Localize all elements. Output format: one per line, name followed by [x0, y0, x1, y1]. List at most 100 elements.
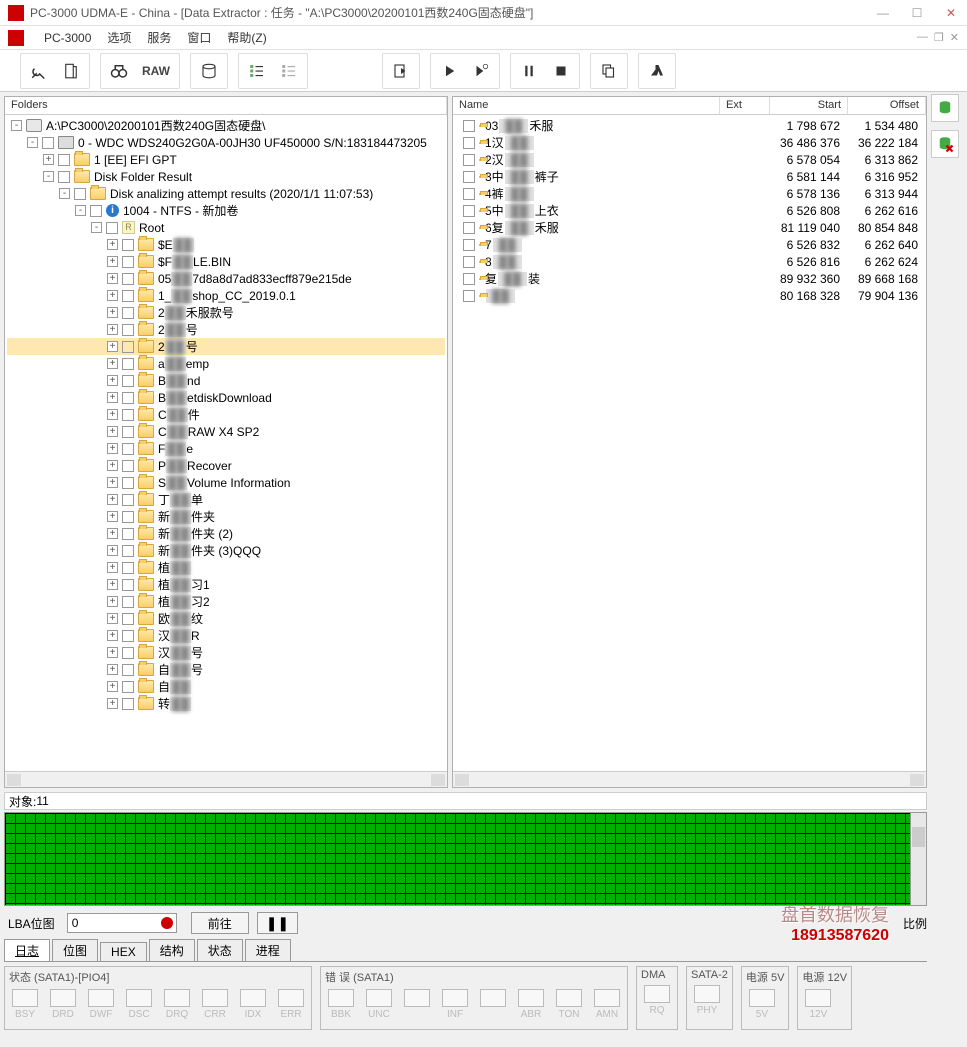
tree-row[interactable]: +转██: [7, 695, 445, 712]
tree-expander[interactable]: +: [107, 630, 118, 641]
list-remove-icon[interactable]: [273, 56, 305, 86]
tree-row[interactable]: -0 - WDC WDS240G2G0A-00JH30 UF450000 S/N…: [7, 134, 445, 151]
list-row[interactable]: 3中██裤子6 581 1446 316 952: [455, 168, 924, 185]
tree-row[interactable]: +丁██单: [7, 491, 445, 508]
tree-row[interactable]: +a██emp: [7, 355, 445, 372]
tab-bitmap[interactable]: 位图: [52, 939, 98, 961]
tree-checkbox[interactable]: [122, 460, 134, 472]
tree-row[interactable]: -A:\PC3000\20200101西数240G固态硬盘\: [7, 117, 445, 134]
tree-expander[interactable]: +: [107, 375, 118, 386]
tree-expander[interactable]: +: [107, 579, 118, 590]
tree-expander[interactable]: +: [107, 409, 118, 420]
db-green-icon[interactable]: [931, 94, 959, 122]
tools-icon[interactable]: [23, 56, 55, 86]
tree-expander[interactable]: +: [107, 596, 118, 607]
tree-row[interactable]: +P██Recover: [7, 457, 445, 474]
pause-icon[interactable]: [513, 56, 545, 86]
tree-checkbox[interactable]: [122, 307, 134, 319]
tab-struct[interactable]: 结构: [149, 939, 195, 961]
tree-checkbox[interactable]: [122, 613, 134, 625]
tree-checkbox[interactable]: [58, 154, 70, 166]
tree-expander[interactable]: +: [107, 392, 118, 403]
tree-expander[interactable]: +: [107, 460, 118, 471]
tree-expander[interactable]: +: [107, 511, 118, 522]
tree-row[interactable]: +汉██号: [7, 644, 445, 661]
tree-expander[interactable]: +: [107, 477, 118, 488]
list-checkbox[interactable]: [463, 256, 475, 268]
script-icon[interactable]: [55, 56, 87, 86]
tree-row[interactable]: +B██nd: [7, 372, 445, 389]
tree-checkbox[interactable]: [122, 579, 134, 591]
tree-checkbox[interactable]: [122, 562, 134, 574]
tree-row[interactable]: -i1004 - NTFS - 新加卷: [7, 202, 445, 219]
tree-row[interactable]: +新██件夹 (3)QQQ: [7, 542, 445, 559]
tree-row[interactable]: -Disk Folder Result: [7, 168, 445, 185]
tree-expander[interactable]: +: [107, 273, 118, 284]
col-name[interactable]: Name: [453, 97, 720, 114]
lba-pause-button[interactable]: ❚❚: [257, 912, 298, 934]
list-row[interactable]: 1汉██36 486 37636 222 184: [455, 134, 924, 151]
list-row[interactable]: 5中██上衣6 526 8086 262 616: [455, 202, 924, 219]
tree-row[interactable]: +1_██shop_CC_2019.0.1: [7, 287, 445, 304]
tree-checkbox[interactable]: [122, 375, 134, 387]
tree-row[interactable]: +$E██: [7, 236, 445, 253]
tree-checkbox[interactable]: [90, 205, 102, 217]
tree-expander[interactable]: +: [107, 290, 118, 301]
tree-expander[interactable]: +: [107, 341, 118, 352]
play-icon[interactable]: [433, 56, 465, 86]
col-offset[interactable]: Offset: [848, 97, 926, 114]
tree-expander[interactable]: +: [107, 681, 118, 692]
maximize-button[interactable]: ☐: [909, 6, 925, 20]
binoculars-icon[interactable]: [103, 56, 135, 86]
tree-expander[interactable]: -: [11, 120, 22, 131]
tree-row[interactable]: +F██e: [7, 440, 445, 457]
mdi-minimize-icon[interactable]: —: [917, 31, 928, 44]
tree-row[interactable]: +新██件夹 (2): [7, 525, 445, 542]
tree-expander[interactable]: +: [107, 613, 118, 624]
tab-log[interactable]: 日志: [4, 939, 50, 961]
tree-expander[interactable]: +: [107, 494, 118, 505]
tree-row[interactable]: +欧██纹: [7, 610, 445, 627]
tree-checkbox[interactable]: [42, 137, 54, 149]
folder-tree[interactable]: -A:\PC3000\20200101西数240G固态硬盘\-0 - WDC W…: [5, 115, 447, 771]
tree-row[interactable]: +2██号: [7, 338, 445, 355]
tree-checkbox[interactable]: [74, 188, 86, 200]
tree-row[interactable]: +$F██LE.BIN: [7, 253, 445, 270]
list-checkbox[interactable]: [463, 188, 475, 200]
tree-row[interactable]: +植██习2: [7, 593, 445, 610]
tree-row[interactable]: +自██: [7, 678, 445, 695]
tree-expander[interactable]: +: [107, 443, 118, 454]
tree-checkbox[interactable]: [122, 596, 134, 608]
tree-row[interactable]: +自██号: [7, 661, 445, 678]
tree-expander[interactable]: +: [107, 698, 118, 709]
col-ext[interactable]: Ext: [720, 97, 770, 114]
tree-row[interactable]: +1 [EE] EFI GPT: [7, 151, 445, 168]
list-add-icon[interactable]: [241, 56, 273, 86]
list-scrollbar[interactable]: [453, 771, 926, 787]
tree-scrollbar[interactable]: [5, 771, 447, 787]
tree-expander[interactable]: +: [107, 239, 118, 250]
bitmap-grid[interactable]: [5, 813, 910, 905]
tree-expander[interactable]: +: [107, 562, 118, 573]
go-button[interactable]: 前往: [191, 912, 249, 934]
list-row[interactable]: 复██装89 932 36089 668 168: [455, 270, 924, 287]
tree-row[interactable]: +05██7d8a8d7ad833ecff879e215de: [7, 270, 445, 287]
tree-checkbox[interactable]: [122, 681, 134, 693]
tree-expander[interactable]: -: [59, 188, 70, 199]
list-checkbox[interactable]: [463, 137, 475, 149]
tree-checkbox[interactable]: [122, 664, 134, 676]
list-row[interactable]: ██80 168 32879 904 136: [455, 287, 924, 304]
tree-expander[interactable]: +: [43, 154, 54, 165]
raw-button[interactable]: RAW: [135, 56, 177, 86]
tree-expander[interactable]: +: [107, 664, 118, 675]
tree-expander[interactable]: -: [75, 205, 86, 216]
tree-checkbox[interactable]: [122, 545, 134, 557]
list-checkbox[interactable]: [463, 205, 475, 217]
stop-icon[interactable]: [545, 56, 577, 86]
tree-expander[interactable]: +: [107, 307, 118, 318]
list-checkbox[interactable]: [463, 171, 475, 183]
tree-checkbox[interactable]: [122, 630, 134, 642]
tree-expander[interactable]: -: [27, 137, 38, 148]
list-checkbox[interactable]: [463, 222, 475, 234]
tab-hex[interactable]: HEX: [100, 942, 147, 961]
